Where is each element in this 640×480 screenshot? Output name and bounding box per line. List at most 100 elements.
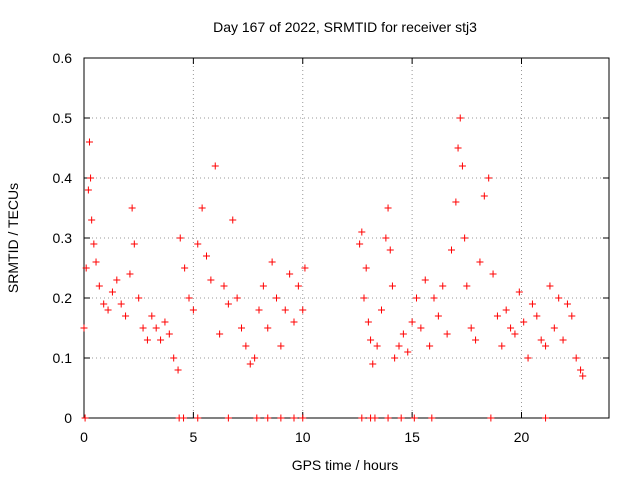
- data-point: [472, 336, 480, 344]
- data-point: [498, 342, 506, 350]
- data-point: [404, 348, 412, 356]
- data-point: [515, 288, 523, 296]
- data-point: [476, 258, 484, 266]
- zero-marker: [428, 414, 436, 422]
- data-point: [434, 312, 442, 320]
- data-point: [430, 294, 438, 302]
- data-point: [485, 174, 493, 182]
- data-point: [362, 264, 370, 272]
- data-point: [395, 342, 403, 350]
- data-point: [507, 324, 515, 332]
- data-point: [299, 306, 307, 314]
- data-point: [546, 282, 554, 290]
- data-point: [181, 264, 189, 272]
- data-point: [161, 318, 169, 326]
- zero-marker: [384, 414, 392, 422]
- x-tick-label: 15: [404, 429, 420, 445]
- data-point: [489, 270, 497, 278]
- data-point: [194, 240, 202, 248]
- x-tick-label: 0: [80, 429, 88, 445]
- y-axis-label: SRMTID / TECUs: [5, 183, 21, 293]
- data-point: [290, 318, 298, 326]
- data-point: [286, 270, 294, 278]
- zero-marker: [264, 414, 272, 422]
- data-point: [122, 312, 130, 320]
- x-axis-label: GPS time / hours: [292, 457, 399, 473]
- data-point: [273, 294, 280, 302]
- zero-marker: [397, 414, 405, 422]
- data-point: [85, 138, 93, 146]
- data-point: [87, 174, 95, 182]
- zero-marker: [358, 414, 366, 422]
- data-point: [90, 240, 98, 248]
- zero-marker: [81, 414, 89, 422]
- y-tick-label: 0.6: [53, 50, 73, 66]
- data-point: [439, 282, 447, 290]
- y-tick-label: 0.3: [53, 230, 73, 246]
- data-point: [356, 240, 364, 248]
- data-point: [456, 114, 464, 122]
- data-point: [185, 294, 193, 302]
- data-point: [369, 360, 377, 368]
- data-point: [480, 192, 488, 200]
- zero-marker: [253, 414, 261, 422]
- data-point: [148, 312, 156, 320]
- x-tick-label: 10: [295, 429, 311, 445]
- data-point: [128, 204, 136, 212]
- data-point: [220, 282, 228, 290]
- data-point: [130, 240, 138, 248]
- data-point: [281, 306, 289, 314]
- data-point: [563, 300, 571, 308]
- data-point: [458, 162, 466, 170]
- data-point: [82, 264, 90, 272]
- data-point: [537, 336, 545, 344]
- data-point: [388, 282, 396, 290]
- data-point: [461, 234, 469, 242]
- data-point: [216, 330, 224, 338]
- zero-markers: [81, 414, 550, 422]
- y-tick-label: 0.1: [53, 350, 73, 366]
- data-point: [233, 294, 241, 302]
- data-point: [277, 342, 285, 350]
- data-point: [211, 162, 219, 170]
- y-tick-label: 0.2: [53, 290, 73, 306]
- data-point: [463, 282, 471, 290]
- data-point: [413, 294, 420, 302]
- data-point: [113, 276, 121, 284]
- data-point: [255, 306, 263, 314]
- plot-frame: [83, 57, 610, 419]
- data-point: [579, 372, 587, 380]
- data-point: [259, 282, 267, 290]
- grid-lines: [84, 58, 609, 418]
- data-point: [104, 306, 112, 314]
- x-axis-ticks: 0 5 10 15 20: [80, 58, 529, 445]
- data-point: [454, 144, 462, 152]
- data-point: [382, 234, 390, 242]
- data-point: [246, 360, 254, 368]
- data-point: [568, 312, 576, 320]
- data-point: [360, 294, 368, 302]
- data-point: [251, 354, 259, 362]
- data-point: [448, 246, 455, 254]
- data-point: [84, 186, 92, 194]
- data-point: [373, 342, 381, 350]
- zero-marker: [410, 414, 418, 422]
- data-point: [550, 324, 558, 332]
- data-point: [378, 306, 385, 314]
- data-point: [207, 276, 215, 284]
- data-point: [467, 324, 475, 332]
- y-tick-label: 0.4: [53, 170, 73, 186]
- data-point: [229, 216, 237, 224]
- data-point: [174, 366, 182, 374]
- data-point: [391, 354, 399, 362]
- data-point: [542, 342, 550, 350]
- data-point: [452, 198, 460, 206]
- data-point: [417, 324, 425, 332]
- data-point: [559, 336, 567, 344]
- data-point: [176, 234, 184, 242]
- data-point: [224, 300, 232, 308]
- y-axis-ticks: 0 0.1 0.2 0.3 0.4 0.5 0.6: [53, 50, 609, 426]
- zero-marker: [277, 414, 285, 422]
- zero-marker: [487, 414, 495, 422]
- data-point: [399, 330, 407, 338]
